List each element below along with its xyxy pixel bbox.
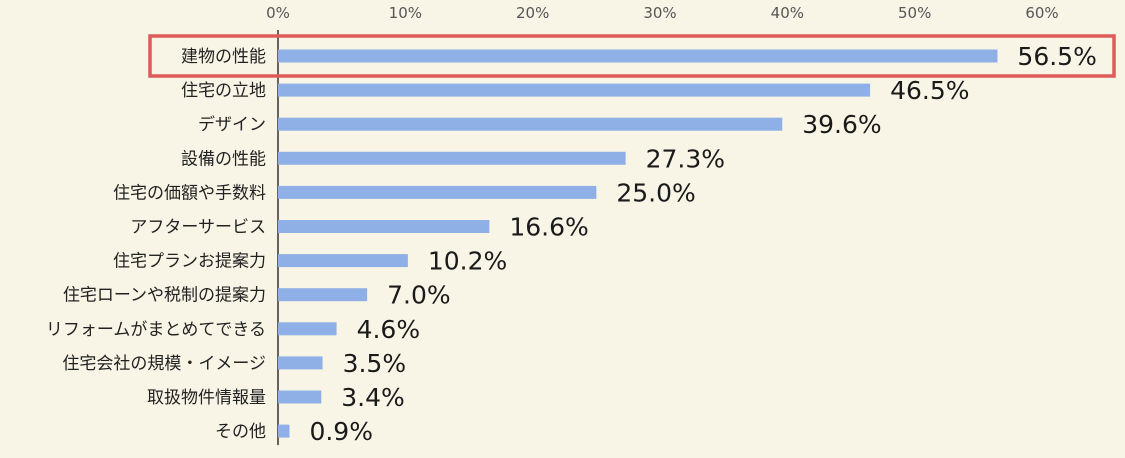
- value-label: 39.6%: [802, 110, 881, 139]
- bar: [278, 117, 783, 131]
- x-tick-label: 20%: [516, 4, 549, 22]
- x-tick-label: 10%: [389, 4, 422, 22]
- category-label: デザイン: [198, 114, 266, 135]
- value-label: 10.2%: [428, 247, 507, 276]
- bar: [278, 151, 626, 165]
- bar: [278, 49, 998, 63]
- bar: [278, 220, 490, 233]
- x-tick-label: 0%: [266, 4, 290, 22]
- bar: [278, 83, 871, 97]
- bar: [278, 288, 368, 302]
- category-label: 建物の性能: [181, 47, 266, 67]
- value-label: 16.6%: [509, 213, 588, 242]
- category-label: 住宅会社の規模・イメージ: [62, 354, 266, 374]
- category-label: 取扱物件情報量: [147, 388, 266, 408]
- value-label: 46.5%: [890, 76, 969, 105]
- category-label: 住宅プランお提案力: [113, 252, 266, 272]
- category-label: その他: [215, 422, 266, 442]
- category-label: リフォームがまとめてできる: [46, 320, 266, 340]
- bar: [278, 424, 290, 438]
- value-label: 3.5%: [343, 349, 407, 378]
- bar: [278, 390, 322, 404]
- bar: [278, 185, 597, 199]
- value-label: 56.5%: [1017, 42, 1096, 71]
- bar: [278, 254, 408, 268]
- x-axis-ticks: 0% 10% 20% 30% 40% 50% 60%: [266, 4, 1059, 22]
- category-label: 住宅ローンや税制の提案力: [63, 286, 266, 306]
- value-label: 25.0%: [616, 178, 695, 207]
- bar: [278, 322, 337, 336]
- value-label: 4.6%: [357, 315, 421, 344]
- highlight-box: [148, 34, 1116, 78]
- x-tick-label: 50%: [898, 4, 931, 22]
- value-label: 7.0%: [387, 281, 451, 310]
- bar: [278, 356, 323, 370]
- category-label: 設備の性能: [181, 149, 266, 169]
- x-tick-label: 30%: [643, 4, 676, 22]
- x-tick-label: 60%: [1025, 4, 1058, 22]
- value-label: 3.4%: [341, 383, 405, 412]
- category-label: アフターサービス: [130, 218, 266, 238]
- value-label: 27.3%: [646, 144, 725, 173]
- value-label: 0.9%: [309, 417, 373, 446]
- x-tick-label: 40%: [771, 4, 804, 22]
- category-label: 住宅の立地: [181, 81, 266, 101]
- category-label: 住宅の価額や手数料: [113, 183, 266, 203]
- bars-group: 建物の性能 56.5% 住宅の立地 46.5% デザイン 39.6% 設備の性能 27.3% 住…: [46, 42, 1097, 446]
